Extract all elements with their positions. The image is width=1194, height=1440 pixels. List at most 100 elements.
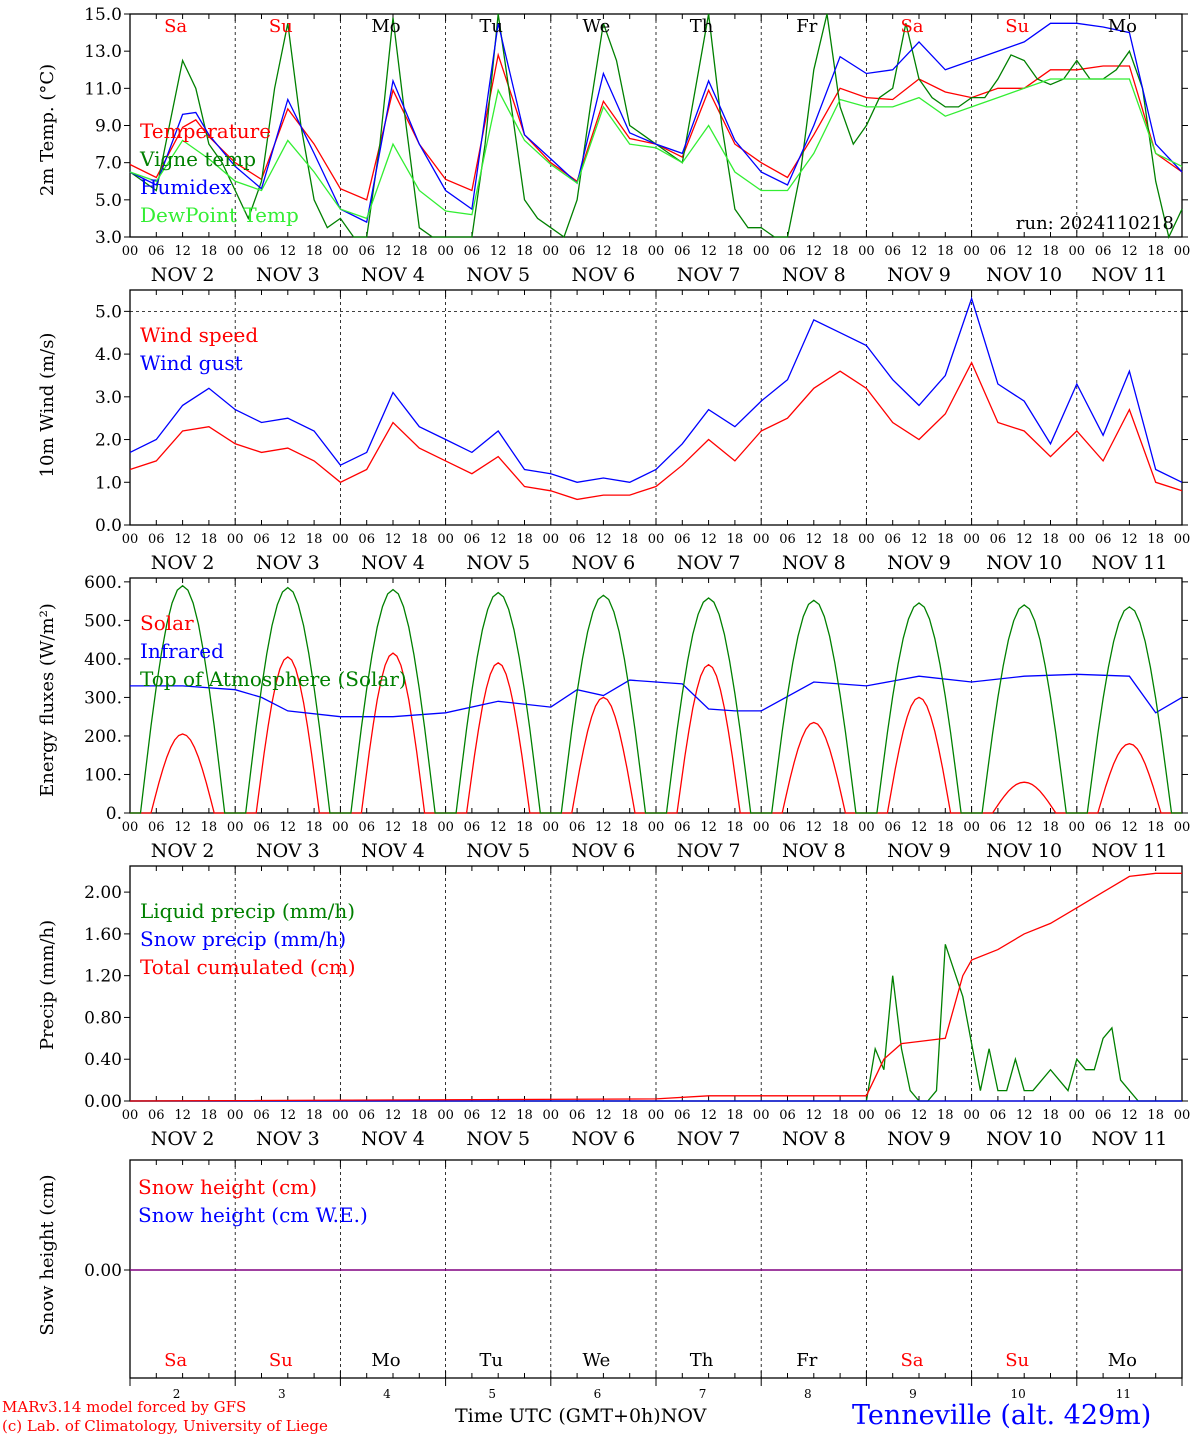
x-axis-label: Time UTC (GMT+0h)NOV xyxy=(455,1405,706,1427)
panel-4 xyxy=(124,865,1188,1102)
x-tick-label: 18 xyxy=(1042,1108,1059,1123)
x-tick-label: 18 xyxy=(727,1108,744,1123)
x-tick-label: 00 xyxy=(437,820,454,835)
y-tick-label: 5.0 xyxy=(95,302,122,322)
x-tick-label: 06 xyxy=(884,1108,901,1123)
y-tick-label: 200. xyxy=(84,727,122,747)
x-tick-label: 06 xyxy=(358,244,375,259)
x-tick-label: 12 xyxy=(280,1108,297,1123)
legend-entry: Snow precip (mm/h) xyxy=(140,927,346,951)
x-tick-label: 18 xyxy=(411,244,428,259)
x-tick-label: 06 xyxy=(569,1108,586,1123)
x-tick-label: 18 xyxy=(727,820,744,835)
panel-3 xyxy=(124,577,1188,814)
day-number: 6 xyxy=(594,1387,602,1401)
x-tick-label: 00 xyxy=(963,532,980,547)
x-tick-label: 06 xyxy=(884,532,901,547)
y-tick-label: 5.0 xyxy=(95,191,122,211)
weekday-label: Sa xyxy=(164,1350,187,1371)
x-tick-label: 12 xyxy=(806,532,823,547)
x-tick-label: 12 xyxy=(911,1108,928,1123)
x-tick-label: 00 xyxy=(1174,532,1191,547)
x-tick-label: 18 xyxy=(621,1108,638,1123)
day-number: 3 xyxy=(278,1387,286,1401)
x-tick-label: 06 xyxy=(990,244,1007,259)
x-tick-label: 18 xyxy=(201,532,218,547)
x-tick-label: 18 xyxy=(306,532,323,547)
x-tick-label: 06 xyxy=(884,244,901,259)
day-label: NOV 11 xyxy=(1091,264,1167,286)
weekday-label: Mo xyxy=(1108,1350,1137,1371)
x-tick-label: 12 xyxy=(700,532,717,547)
day-label: NOV 3 xyxy=(256,840,320,862)
x-tick-label: 00 xyxy=(543,820,560,835)
panel-2 xyxy=(124,289,1188,526)
day-label: NOV 8 xyxy=(782,840,846,862)
x-tick-label: 00 xyxy=(1174,820,1191,835)
x-tick-label: 18 xyxy=(411,532,428,547)
x-tick-label: 00 xyxy=(648,1108,665,1123)
x-tick-label: 00 xyxy=(437,1108,454,1123)
time-label: Time UTC (GMT+0h) xyxy=(455,1405,661,1427)
x-tick-label: 00 xyxy=(648,820,665,835)
x-tick-label: 06 xyxy=(1095,532,1112,547)
x-tick-label: 18 xyxy=(937,1108,954,1123)
weekday-label: Th xyxy=(690,1350,714,1371)
x-tick-label: 12 xyxy=(1016,1108,1033,1123)
x-tick-label: 18 xyxy=(516,1108,533,1123)
x-tick-label: 06 xyxy=(358,1108,375,1123)
x-tick-label: 06 xyxy=(779,532,796,547)
y-tick-label: 11.0 xyxy=(84,79,122,99)
day-label: NOV 5 xyxy=(466,264,530,286)
day-label: NOV 2 xyxy=(151,264,215,286)
weekday-label: Su xyxy=(1005,16,1029,37)
x-tick-label: 18 xyxy=(201,244,218,259)
x-tick-label: 00 xyxy=(543,532,560,547)
day-label: NOV 10 xyxy=(986,264,1062,286)
x-tick-label: 12 xyxy=(1121,244,1138,259)
y-tick-label: 1.60 xyxy=(84,925,122,945)
day-number: 2 xyxy=(173,1387,181,1401)
x-tick-label: 18 xyxy=(1147,820,1164,835)
x-tick-label: 00 xyxy=(1069,532,1086,547)
legend-entry: Temperature xyxy=(140,119,271,143)
y-tick-label: 7.0 xyxy=(95,154,122,174)
x-tick-label: 00 xyxy=(753,1108,770,1123)
y-tick-label: 2.00 xyxy=(84,883,122,903)
x-tick-label: 00 xyxy=(858,244,875,259)
x-tick-label: 12 xyxy=(806,244,823,259)
x-tick-label: 00 xyxy=(332,532,349,547)
x-tick-label: 18 xyxy=(727,532,744,547)
x-tick-label: 06 xyxy=(464,532,481,547)
x-tick-label: 18 xyxy=(727,244,744,259)
x-tick-label: 00 xyxy=(648,244,665,259)
x-tick-label: 00 xyxy=(753,244,770,259)
station-name: Tenneville (alt. 429m) xyxy=(852,1400,1152,1431)
x-tick-label: 00 xyxy=(122,820,139,835)
x-tick-label: 12 xyxy=(385,532,402,547)
x-tick-label: 06 xyxy=(674,820,691,835)
y-tick-label: 100. xyxy=(84,765,122,785)
x-tick-label: 00 xyxy=(648,532,665,547)
x-tick-label: 06 xyxy=(990,532,1007,547)
x-tick-label: 12 xyxy=(490,532,507,547)
weekday-label: Su xyxy=(1005,1350,1029,1371)
y-tick-label: 400. xyxy=(84,650,122,670)
x-tick-label: 00 xyxy=(332,244,349,259)
day-label: NOV 10 xyxy=(986,1128,1062,1150)
x-tick-label: 06 xyxy=(253,820,270,835)
x-tick-label: 12 xyxy=(385,244,402,259)
x-tick-label: 06 xyxy=(674,532,691,547)
x-tick-label: 12 xyxy=(490,244,507,259)
x-tick-label: 18 xyxy=(832,244,849,259)
x-tick-label: 06 xyxy=(148,532,165,547)
day-label: NOV 8 xyxy=(782,552,846,574)
day-label: NOV 5 xyxy=(466,1128,530,1150)
day-number: 7 xyxy=(699,1387,707,1401)
day-label: NOV 3 xyxy=(256,264,320,286)
day-label: NOV 4 xyxy=(361,840,425,862)
day-label: NOV 10 xyxy=(986,552,1062,574)
x-tick-label: 18 xyxy=(937,532,954,547)
weekday-label: Mo xyxy=(371,1350,400,1371)
